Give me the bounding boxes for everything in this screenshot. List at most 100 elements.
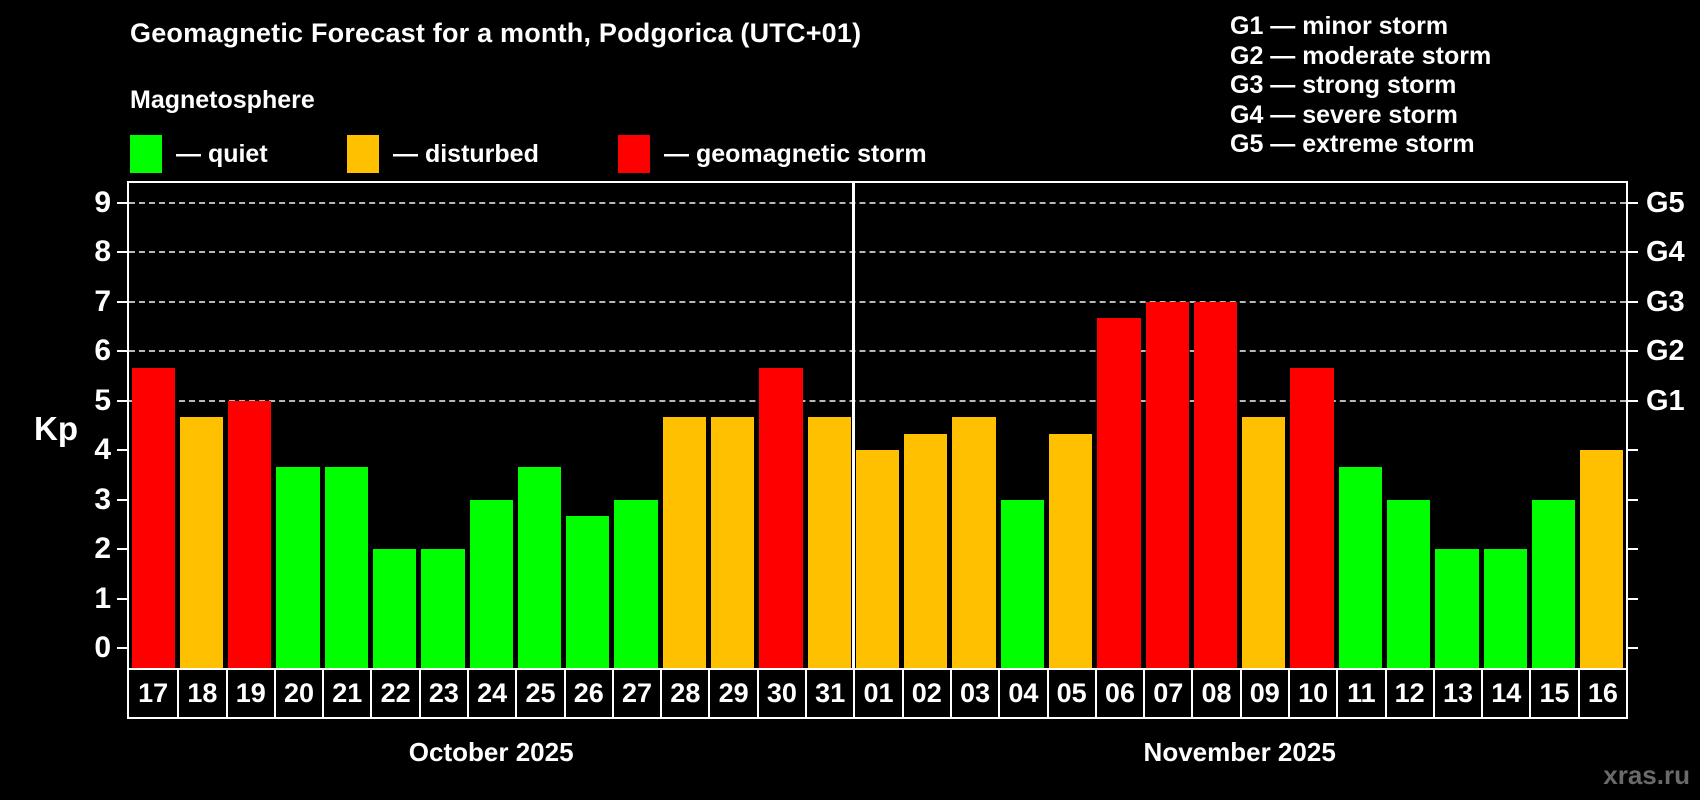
left-tick-6 [117,350,127,353]
quiet-color-swatch [130,135,162,173]
kp-tick-label-4: 4 [94,433,111,467]
legend-item-storm: — geomagnetic storm [618,134,927,174]
day-cell-09: 09 [1239,670,1288,717]
day-cell-31: 31 [805,670,854,717]
left-tick-5 [117,399,127,402]
kp-axis-label: Kp [34,410,78,447]
month-divider [851,183,855,668]
kp-tick-label-0: 0 [94,631,111,664]
day-cell-22: 22 [370,670,419,717]
gridline-kp6 [129,350,1626,353]
bar-day-07 [1145,301,1189,668]
g-tick-label-g3: G3 [1646,285,1685,318]
day-cell-12: 12 [1384,670,1433,717]
bar-day-01 [855,450,900,668]
bar-day-03 [952,417,996,668]
day-cell-02: 02 [901,670,950,717]
g4-legend-line: G4 — severe storm [1230,100,1458,129]
right-tick-5 [1628,399,1638,402]
day-cell-01: 01 [853,670,902,717]
g-tick-label-g2: G2 [1646,335,1685,368]
gridline-kp8 [129,251,1626,254]
day-cell-26: 26 [563,670,612,717]
day-cell-29: 29 [708,670,757,717]
month-label-1: November 2025 [1143,737,1336,767]
gridline-kp9 [129,202,1626,205]
g2-legend-line: G2 — moderate storm [1230,41,1492,70]
g-tick-label-g4: G4 [1646,236,1685,269]
bar-day-18 [179,417,224,668]
bar-day-11 [1338,466,1383,668]
kp-tick-label-8: 8 [94,235,111,269]
g-tick-label-g1: G1 [1646,384,1685,417]
bar-day-06 [1097,318,1141,668]
day-cell-19: 19 [225,670,274,717]
day-cell-17: 17 [129,670,178,717]
bar-day-12 [1387,499,1431,668]
right-tick-1 [1628,597,1638,600]
g5-legend-line: G5 — extreme storm [1230,130,1475,158]
day-cell-06: 06 [1094,670,1144,717]
bar-day-08 [1193,301,1238,668]
day-cell-18: 18 [177,670,226,717]
bar-day-22 [372,549,417,668]
day-cell-08: 08 [1191,670,1240,717]
right-tick-0 [1628,647,1638,649]
day-cell-11: 11 [1336,670,1385,717]
bar-day-20 [276,466,320,668]
right-tick-7 [1628,300,1638,303]
day-cell-21: 21 [322,670,371,717]
gridline-kp7 [129,300,1626,303]
kp-tick-label-2: 2 [94,532,111,566]
left-tick-4 [117,449,127,452]
bar-day-28 [662,417,706,668]
day-cell-15: 15 [1529,670,1578,717]
day-cell-25: 25 [515,670,564,717]
bar-day-30 [759,367,803,668]
day-cell-30: 30 [756,670,806,717]
day-cell-16: 16 [1577,670,1626,717]
g1-legend-line: G1 — minor storm [1230,12,1449,40]
bar-day-14 [1483,549,1527,668]
day-cell-14: 14 [1481,670,1530,717]
left-tick-7 [117,300,127,303]
right-tick-4 [1628,449,1638,452]
bar-day-25 [517,466,562,668]
bar-day-15 [1531,499,1576,668]
gridline-kp5 [129,399,1626,402]
storm-color-swatch [618,135,650,173]
right-tick-6 [1628,350,1638,353]
plot-area [127,181,1628,668]
g-scale-legend: G1 — minor storm G2 — moderate storm G3 … [1230,12,1491,160]
left-tick-0 [117,647,127,649]
day-cell-05: 05 [1046,670,1095,717]
g3-legend-line: G3 — strong storm [1230,71,1457,99]
day-cell-13: 13 [1432,670,1482,717]
bar-day-29 [710,417,755,668]
bar-day-21 [324,466,368,668]
left-tick-9 [117,202,127,205]
bar-day-31 [807,417,851,668]
bar-day-24 [469,499,513,668]
legend-disturbed-label: — disturbed [393,139,539,168]
legend-quiet-label: — quiet [176,139,268,168]
day-label-row: 17 18 19 20 21 22 23 24 25 26 27 28 29 30 31 01 02 03 04 05… [127,668,1628,719]
legend-item-quiet: — quiet [130,134,268,174]
right-tick-2 [1628,548,1638,551]
bar-day-10 [1290,367,1334,668]
left-tick-3 [117,498,127,501]
right-tick-9 [1628,202,1638,205]
bar-day-16 [1580,450,1624,668]
day-cell-24: 24 [467,670,516,717]
bar-day-02 [904,433,948,668]
g-tick-label-g5: G5 [1646,187,1685,220]
kp-tick-label-5: 5 [94,383,111,417]
day-cell-23: 23 [418,670,468,717]
day-cell-20: 20 [273,670,323,717]
bar-day-04 [1000,499,1044,668]
day-cell-27: 27 [611,670,661,717]
kp-tick-label-9: 9 [94,186,111,220]
kp-tick-label-7: 7 [94,284,111,318]
left-tick-1 [117,597,127,600]
